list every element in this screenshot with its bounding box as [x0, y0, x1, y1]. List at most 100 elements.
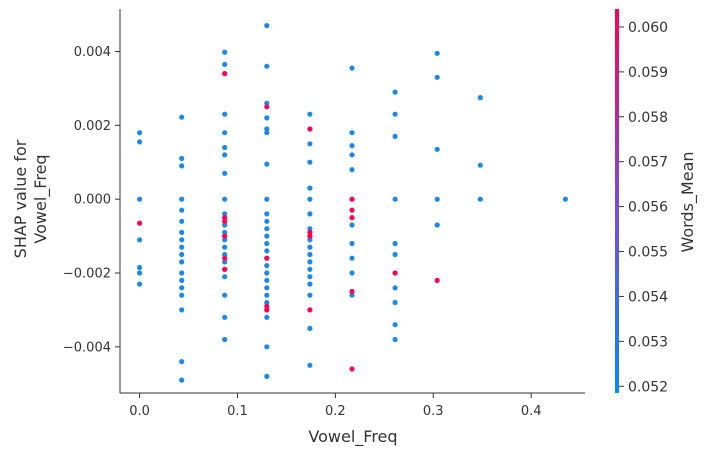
data-point	[264, 240, 270, 247]
data-point	[179, 251, 185, 258]
colorbar-tick-label: 0.052	[628, 379, 668, 395]
data-point	[349, 240, 355, 247]
data-point	[349, 143, 355, 149]
data-point	[264, 100, 270, 106]
data-point	[434, 277, 440, 283]
y-tick-label: −0.004	[63, 340, 111, 355]
data-point	[307, 185, 313, 191]
data-point	[307, 126, 313, 132]
y-axis-label: SHAP value for Vowel_Freq	[11, 139, 51, 258]
data-point	[349, 255, 355, 261]
data-points	[137, 23, 569, 383]
data-point	[264, 285, 270, 291]
colorbar-label: Words_Mean	[678, 151, 698, 252]
data-point	[137, 237, 143, 243]
x-tick-label: 0.0	[129, 404, 150, 419]
data-point	[137, 130, 143, 136]
data-point	[264, 218, 270, 224]
data-point	[264, 303, 270, 309]
data-point	[222, 218, 228, 224]
x-axis-label: Vowel_Freq	[308, 427, 397, 447]
data-point	[264, 373, 270, 379]
data-point	[222, 211, 228, 217]
data-point	[137, 196, 143, 202]
data-point	[222, 259, 228, 265]
data-point	[349, 196, 355, 202]
data-point	[264, 211, 270, 217]
data-point	[392, 240, 398, 247]
colorbar-tick-label: 0.055	[628, 245, 668, 261]
y-axis-label-line-1: SHAP value for	[11, 139, 30, 258]
data-point	[349, 130, 355, 136]
data-point	[307, 307, 313, 313]
data-point	[392, 133, 398, 139]
data-point	[179, 163, 185, 169]
plot-axes	[119, 9, 585, 394]
data-point	[264, 104, 270, 110]
colorbar-tick-label: 0.060	[628, 20, 668, 36]
data-point	[222, 274, 228, 280]
data-point	[179, 292, 185, 298]
data-point	[392, 270, 398, 276]
data-point	[222, 196, 228, 202]
data-point	[222, 144, 228, 151]
data-point	[349, 167, 355, 173]
data-point	[264, 263, 270, 269]
data-point	[264, 314, 270, 320]
data-point	[264, 115, 270, 121]
data-point	[137, 139, 143, 145]
data-point	[264, 292, 270, 298]
x-axis-ticks: 0.0 0.1 0.2 0.3 0.4	[129, 393, 542, 419]
data-point	[434, 196, 440, 202]
data-point	[137, 270, 143, 276]
data-point	[222, 233, 228, 239]
data-point	[392, 111, 398, 117]
data-point	[179, 229, 185, 235]
data-point	[222, 266, 228, 272]
data-point	[222, 314, 228, 320]
data-point	[307, 259, 313, 265]
data-point	[222, 130, 228, 136]
data-point	[307, 226, 313, 232]
data-point	[392, 285, 398, 291]
data-point	[179, 377, 185, 383]
data-point	[222, 229, 228, 235]
data-point	[307, 266, 313, 272]
data-point	[222, 292, 228, 298]
data-point	[222, 255, 228, 261]
data-point	[179, 218, 185, 224]
data-point	[264, 63, 270, 69]
data-point	[179, 207, 185, 213]
data-point	[179, 359, 185, 365]
data-point	[222, 244, 228, 250]
colorbar-tick-label: 0.059	[628, 65, 668, 81]
data-point	[264, 233, 270, 239]
data-point	[434, 222, 440, 228]
data-point	[307, 274, 313, 280]
data-point	[222, 152, 228, 158]
colorbar-ticks: 0.060 0.059 0.058 0.057 0.056 0.055 0.054 0.053…	[619, 20, 668, 395]
data-point	[222, 336, 228, 343]
colorbar-tick-label: 0.056	[628, 200, 668, 216]
data-point	[392, 336, 398, 343]
data-point	[179, 155, 185, 162]
data-point	[477, 196, 483, 202]
data-point	[137, 281, 143, 287]
data-point	[264, 226, 270, 232]
data-point	[179, 270, 185, 276]
data-point	[392, 196, 398, 202]
data-point	[264, 255, 270, 261]
data-point	[264, 196, 270, 202]
data-point	[222, 49, 228, 55]
data-point	[179, 259, 185, 265]
data-point	[264, 23, 270, 29]
data-point	[179, 244, 185, 250]
colorbar-tick-label: 0.053	[628, 334, 668, 350]
data-point	[137, 220, 143, 226]
data-point	[434, 50, 440, 56]
data-point	[307, 229, 313, 235]
colorbar: 0.060 0.059 0.058 0.057 0.056 0.055 0.054 0.053…	[615, 9, 698, 395]
data-point	[179, 307, 185, 313]
data-point	[307, 325, 313, 331]
data-point	[222, 222, 228, 228]
